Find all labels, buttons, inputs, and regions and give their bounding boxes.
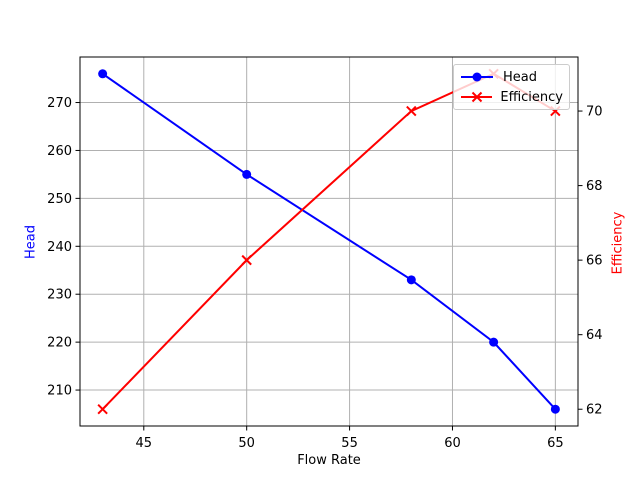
- right-y-tick-label: 62: [586, 403, 603, 418]
- head-point-marker: [98, 69, 108, 79]
- efficiency-line-sample-icon: [461, 91, 493, 103]
- left-y-tick-label: 240: [47, 240, 72, 255]
- right-y-tick-label: 66: [586, 254, 603, 269]
- right-y-tick-label: 70: [586, 105, 603, 120]
- left-y-tick-label: 230: [47, 288, 72, 303]
- x-tick-label: 50: [238, 436, 255, 451]
- legend-sample-marker: [472, 72, 482, 82]
- left-y-tick-label: 270: [47, 96, 72, 111]
- head-series-line: [102, 72, 557, 410]
- right-axis-label: Efficiency: [610, 211, 626, 275]
- efficiency-point-marker: [241, 254, 252, 266]
- head-point-marker: [489, 337, 499, 347]
- left-axis-label: Head: [23, 225, 39, 259]
- x-axis-label: Flow Rate: [297, 453, 361, 468]
- x-tick-label: 65: [547, 436, 564, 451]
- left-y-tick-label: 250: [47, 192, 72, 207]
- axes-spines: [79, 56, 579, 427]
- right-y-tick-label: 64: [586, 328, 603, 343]
- legend-sample-marker: [471, 91, 483, 103]
- head-line-sample-icon: [461, 72, 493, 82]
- x-tick-label: 55: [341, 436, 358, 451]
- head-point-marker: [242, 169, 252, 179]
- head-point-marker: [406, 275, 416, 285]
- x-tick-label: 60: [444, 436, 461, 451]
- efficiency-series-line: [101, 72, 556, 410]
- head-point-marker: [550, 404, 560, 414]
- left-y-tick-label: 220: [47, 336, 72, 351]
- legend: Head Efficiency: [453, 64, 570, 110]
- legend-entry-efficiency: Efficiency: [459, 87, 563, 107]
- legend-label-head: Head: [503, 69, 537, 85]
- efficiency-point-marker: [406, 105, 417, 117]
- left-y-tick-label: 210: [47, 384, 72, 399]
- left-y-tick-label: 260: [47, 144, 72, 159]
- legend-label-efficiency: Efficiency: [500, 89, 563, 105]
- x-tick-label: 45: [136, 436, 153, 451]
- right-y-tick-label: 68: [586, 179, 603, 194]
- efficiency-point-marker: [97, 404, 108, 415]
- legend-entry-head: Head: [459, 67, 563, 87]
